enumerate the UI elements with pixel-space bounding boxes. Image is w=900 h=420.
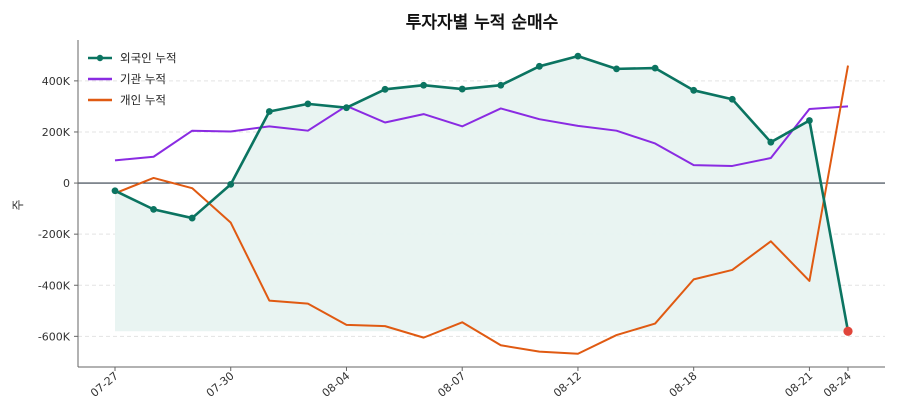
point-foreign-18 xyxy=(806,117,813,124)
point-foreign-last xyxy=(843,326,853,336)
point-foreign-15 xyxy=(690,86,698,94)
y-tick-label-1: 200K xyxy=(42,126,71,139)
y-tick-label-0: 400K xyxy=(42,75,71,88)
area-fill-foreign xyxy=(115,56,848,332)
x-tick-label-2: 08-04 xyxy=(320,369,353,400)
axes xyxy=(77,40,885,368)
legend-label-individual: 개인 누적 xyxy=(120,93,166,107)
x-tick-label-5: 08-18 xyxy=(667,369,700,400)
point-foreign-5 xyxy=(304,100,312,108)
series-line-institution xyxy=(114,104,849,167)
series-line-individual xyxy=(114,65,849,355)
point-foreign-6 xyxy=(343,104,350,112)
point-foreign-0 xyxy=(111,187,119,195)
point-foreign-14 xyxy=(651,64,659,72)
y-tick-label-4: -400K xyxy=(38,279,71,292)
series-lines xyxy=(111,52,853,355)
point-foreign-10 xyxy=(497,81,505,89)
point-foreign-7 xyxy=(381,85,389,93)
x-tick-label-7: 08-24 xyxy=(821,369,854,400)
series-line-foreign xyxy=(114,54,850,332)
point-foreign-3 xyxy=(227,180,235,188)
point-foreign-17 xyxy=(767,138,775,146)
y-tick-label-5: -600K xyxy=(38,330,71,343)
legend-label-institution: 기관 누적 xyxy=(120,72,166,86)
area-fill xyxy=(115,56,848,332)
point-foreign-13 xyxy=(613,65,620,73)
x-tick-label-1: 07-30 xyxy=(204,369,237,400)
legend-label-foreign: 외국인 누적 xyxy=(120,51,177,65)
x-tick-label-3: 08-07 xyxy=(435,369,468,400)
point-foreign-9 xyxy=(458,85,466,93)
y-axis-label: 주 xyxy=(11,199,25,210)
point-foreign-12 xyxy=(574,52,582,60)
point-foreign-1 xyxy=(150,205,157,213)
y-tick-label-2: 0 xyxy=(63,177,70,190)
point-foreign-11 xyxy=(535,62,543,70)
y-tick-label-3: -200K xyxy=(38,228,71,241)
point-foreign-2 xyxy=(188,214,196,222)
y-ticks: 400K 200K 0 -200K -400K -600K xyxy=(38,75,78,343)
legend-marker-foreign xyxy=(96,54,104,62)
x-ticks: 07-27 07-30 08-04 08-07 08-12 08-18 08-21 08-24 xyxy=(88,367,854,400)
x-tick-label-6: 08-21 xyxy=(783,369,816,400)
x-tick-label-4: 08-12 xyxy=(551,369,584,400)
point-foreign-8 xyxy=(420,81,428,89)
point-foreign-16 xyxy=(728,95,736,103)
x-tick-label-0: 07-27 xyxy=(88,369,121,400)
chart-title: 투자자별 누적 순매수 xyxy=(406,13,559,33)
point-foreign-4 xyxy=(265,108,273,115)
